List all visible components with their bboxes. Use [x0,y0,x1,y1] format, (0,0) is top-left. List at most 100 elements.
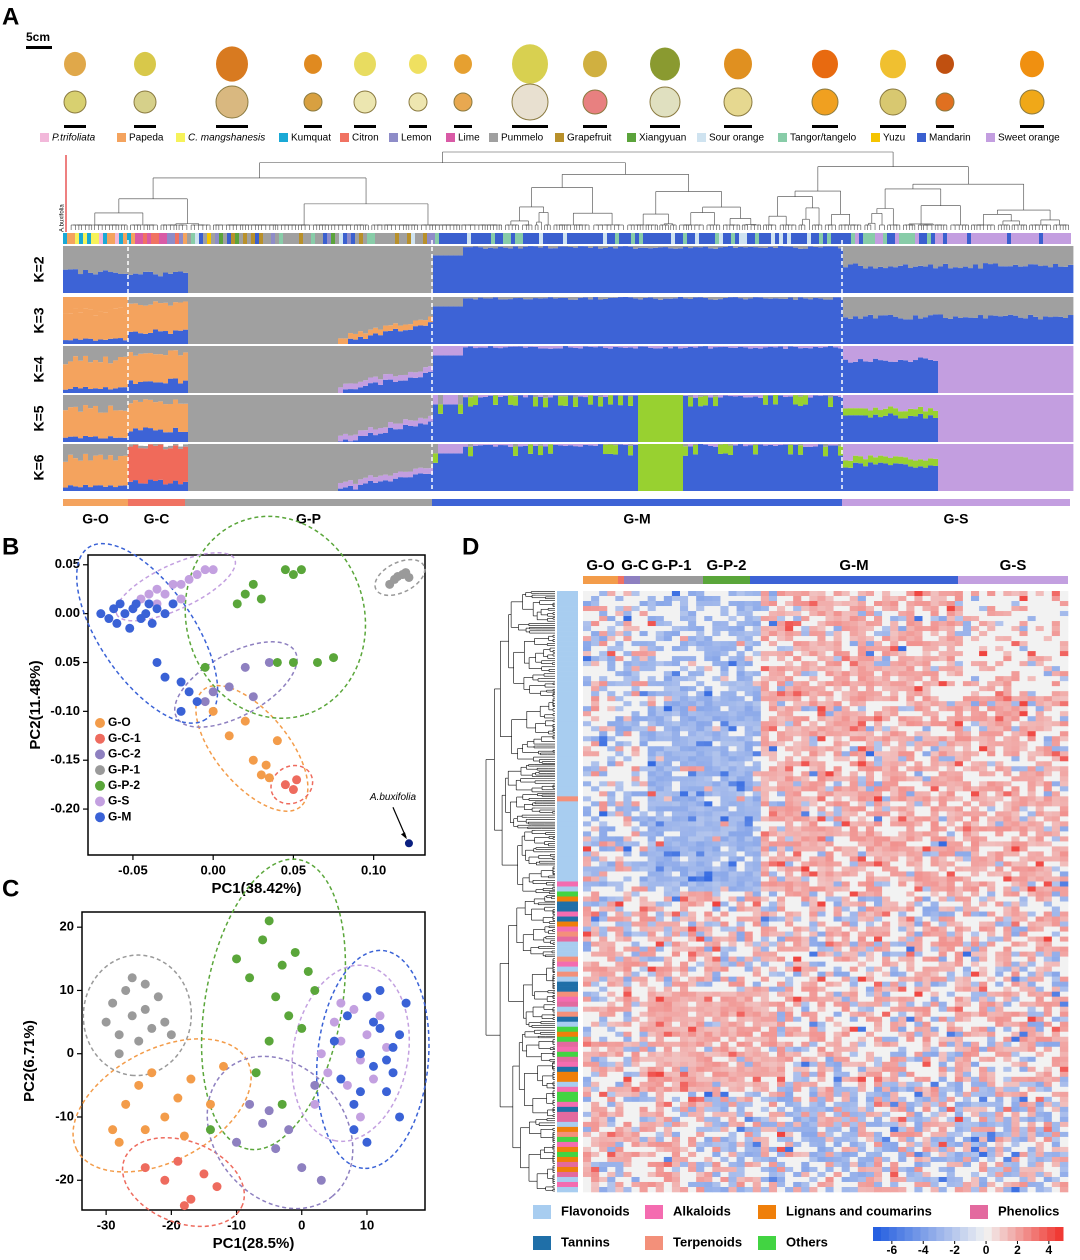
point [114,1137,124,1147]
heatmap-cell [785,651,794,657]
y-tick-label: 0 [67,1045,74,1060]
admixture-segment [1068,297,1074,316]
admixture-segment [533,397,539,407]
admixture-segment [363,435,369,442]
heatmap-cell [890,611,899,617]
admixture-segment [128,403,134,432]
admixture-segment [128,431,134,442]
heatmap-cell [680,631,689,637]
heatmap-cell [841,616,851,622]
heatmap-cell [833,631,842,637]
admixture-segment [158,346,164,355]
heatmap-cell [801,676,810,682]
admixture-segment [168,246,174,274]
admixture-segment [158,444,164,480]
admixture-segment [368,444,374,476]
admixture-segment [388,422,394,428]
admixture-segment [688,298,694,344]
admixture-segment [458,255,464,293]
admixture-segment [728,454,734,491]
admixture-segment [888,406,894,414]
admixture-segment [63,437,69,442]
heatmap-cell [890,656,899,662]
admixture-segment [88,408,94,437]
heatmap-cell [736,661,745,667]
heatmap-cell [680,601,689,607]
admixture-segment [488,395,494,442]
heatmap-cell [1043,626,1053,632]
admixture-segment [673,248,679,293]
heatmap-cell [1003,626,1012,632]
admixture-segment [308,346,314,393]
heatmap-cell [736,641,745,647]
heatmap-cell [655,641,665,647]
heatmap-cell [1035,626,1045,632]
heatmap-cell [663,636,673,642]
fruit-photo [880,49,906,79]
admixture-segment [1038,266,1044,293]
heatmap-cell [615,601,624,607]
admixture-segment [773,346,779,348]
admixture-segment [433,346,439,356]
leaf-strip [843,233,847,244]
heatmap-cell [639,626,648,632]
heatmap-cell [647,591,657,597]
leaf-strip [259,233,263,244]
heatmap-cell [583,616,592,622]
heatmap-cell [938,611,948,617]
admixture-segment [813,346,819,347]
point [96,609,106,619]
admixture-segment [478,297,484,344]
heatmap-cell [898,596,907,602]
admixture-segment [993,246,999,264]
heatmap-cell [704,601,713,607]
heatmap-cell [841,646,851,652]
admixture-segment [613,445,619,455]
heatmap-cell [760,621,770,627]
admixture-segment [728,444,734,446]
admixture-segment [723,246,729,247]
admixture-segment [178,330,184,344]
heatmap-cell [760,616,770,622]
admixture-segment [233,395,239,442]
heatmap-cell [1003,671,1012,677]
heatmap-cell [599,671,608,677]
leaf-strip [715,233,719,244]
point [368,1017,378,1027]
admixture-segment [1053,395,1059,442]
admixture-segment [613,246,619,249]
heatmap-cell [1003,656,1012,662]
leaf-strip [71,233,75,244]
point [140,979,150,989]
admixture-segment [533,445,539,491]
admixture-segment [933,360,939,393]
heatmap-cell [922,601,931,607]
heatmap-cell [607,596,616,602]
heatmap-cell [696,611,705,617]
heatmap-cell [841,606,851,612]
admixture-segment [963,297,969,318]
admixture-segment [428,371,434,393]
leaf-strip [463,233,467,244]
heatmap-cell [631,631,640,637]
admixture-segment [983,246,989,264]
heatmap-cell [704,676,713,682]
heatmap-cell [768,676,778,682]
legend-swatch [627,133,636,142]
admixture-segment [848,408,854,416]
admixture-segment [143,297,149,306]
heatmap-cell [736,631,745,637]
point [160,1112,170,1122]
admixture-segment [228,346,234,393]
heatmap-cell [865,661,875,667]
admixture-segment [528,346,534,347]
heatmap-cell [1043,671,1053,677]
heatmap-cell [712,601,721,607]
heatmap-cell [583,686,592,692]
heatmap-cell [962,606,972,612]
heatmap-cell [720,591,729,597]
heatmap-cell [890,631,899,637]
admixture-segment [193,297,199,344]
heatmap-cell [898,656,907,662]
heatmap-cell [768,601,778,607]
